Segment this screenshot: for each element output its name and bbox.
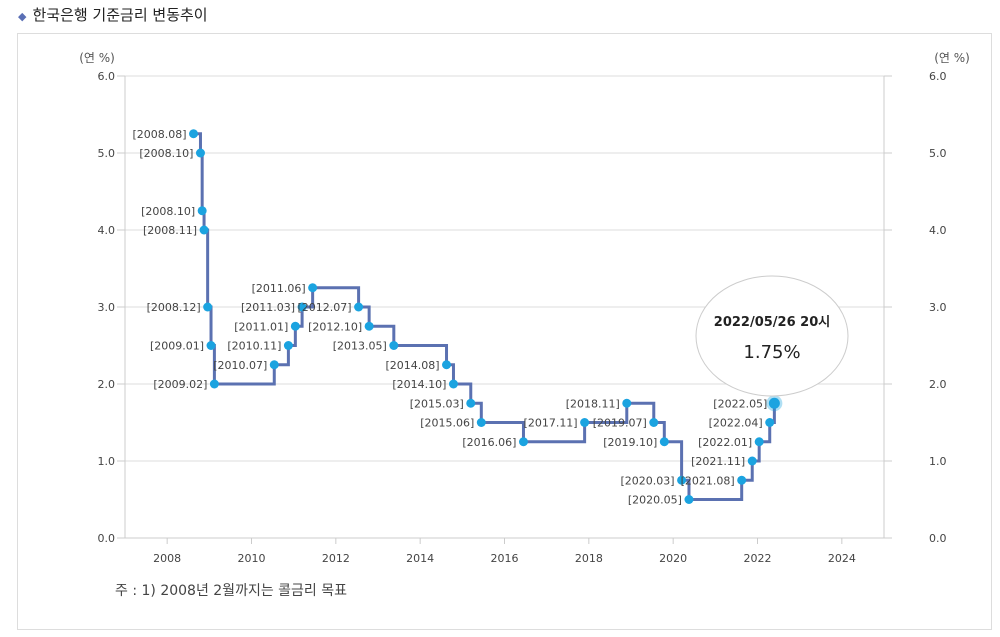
data-label: [2008.12] (147, 301, 201, 314)
data-label: [2022.05] (713, 397, 767, 410)
y-tick-label: 5.0 (98, 147, 116, 160)
y-axis-label-left: (연 %) (79, 51, 115, 65)
data-point (354, 302, 364, 312)
data-point (442, 360, 452, 370)
y-tick-label-right: 0.0 (929, 532, 947, 545)
data-label: [2009.01] (150, 340, 204, 353)
y-tick-label-right: 3.0 (929, 301, 947, 314)
y-axis-label-right: (연 %) (934, 51, 970, 65)
y-tick-label-right: 6.0 (929, 70, 947, 83)
data-point (466, 398, 476, 408)
data-point (677, 475, 687, 485)
data-point (622, 398, 632, 408)
data-label: [2010.11] (227, 340, 281, 353)
data-label: [2020.05] (628, 494, 682, 507)
data-point (518, 437, 528, 447)
y-tick-label: 4.0 (98, 224, 116, 237)
data-label: [2009.02] (153, 378, 207, 391)
data-point (364, 321, 374, 331)
data-point (189, 129, 199, 139)
data-point (195, 148, 205, 158)
diamond-icon: ◆ (18, 10, 27, 23)
data-point (308, 283, 318, 293)
data-point (199, 225, 209, 235)
chart-frame (17, 33, 992, 630)
y-tick-label-right: 4.0 (929, 224, 947, 237)
data-point (476, 418, 486, 427)
data-point (448, 379, 458, 389)
data-label: [2019.10] (603, 436, 657, 449)
data-label: [2012.10] (308, 320, 362, 333)
x-tick-label: 2012 (322, 552, 350, 565)
data-label: [2011.06] (252, 282, 306, 295)
data-point (389, 341, 399, 350)
data-point (290, 321, 300, 331)
data-label: [2010.07] (213, 359, 267, 372)
data-label: [2015.06] (420, 417, 474, 430)
data-point (765, 418, 775, 427)
data-point (659, 437, 669, 447)
data-label: [2019.07] (593, 417, 647, 430)
data-point (269, 360, 279, 370)
data-point (197, 206, 207, 216)
y-tick-label-right: 1.0 (929, 455, 947, 468)
data-label: [2018.11] (566, 397, 620, 410)
data-point (737, 475, 747, 485)
x-tick-label: 2022 (744, 552, 772, 565)
tooltip: 2022/05/26 20시 1.75% (695, 275, 849, 397)
chart-title: ◆ 한국은행 기준금리 변동추이 (18, 4, 208, 25)
y-tick-label: 6.0 (98, 70, 116, 83)
y-tick-label-right: 5.0 (929, 147, 947, 160)
data-label: [2011.03] (241, 301, 295, 314)
x-tick-label: 2016 (491, 552, 519, 565)
y-tick-label: 0.0 (98, 532, 116, 545)
data-label: [2022.01] (698, 436, 752, 449)
x-tick-label: 2024 (828, 552, 856, 565)
tooltip-value: 1.75% (743, 342, 800, 363)
data-point (580, 418, 590, 427)
data-label: [2012.07] (298, 301, 352, 314)
data-point (203, 302, 213, 312)
data-label: [2017.11] (524, 417, 578, 430)
data-label: [2008.10] (141, 205, 195, 218)
x-tick-label: 2008 (153, 552, 181, 565)
data-label: [2020.03] (621, 474, 675, 487)
data-label: [2021.08] (681, 474, 735, 487)
y-tick-label: 2.0 (98, 378, 116, 391)
data-label: [2008.08] (132, 128, 186, 141)
data-point (283, 341, 293, 350)
data-label: [2011.01] (234, 320, 288, 333)
data-label: [2014.08] (385, 359, 439, 372)
data-point (206, 341, 216, 350)
data-label: [2015.03] (410, 397, 464, 410)
data-label: [2014.10] (392, 378, 446, 391)
data-point (209, 379, 219, 389)
data-point (754, 437, 764, 447)
data-label: [2022.04] (709, 417, 763, 430)
y-tick-label: 1.0 (98, 455, 116, 468)
data-point (297, 302, 307, 312)
data-label: [2016.06] (462, 436, 516, 449)
y-tick-label-right: 2.0 (929, 378, 947, 391)
data-label: [2013.05] (333, 340, 387, 353)
data-label: [2021.11] (691, 455, 745, 468)
x-tick-label: 2018 (575, 552, 603, 565)
data-label: [2008.10] (139, 147, 193, 160)
data-label: [2008.11] (143, 224, 197, 237)
x-tick-label: 2014 (406, 552, 434, 565)
data-point (684, 495, 694, 504)
footnote: 주 : 1) 2008년 2월까지는 콜금리 목표 (115, 583, 348, 599)
data-point (649, 418, 659, 427)
data-point (768, 397, 780, 409)
x-tick-label: 2020 (659, 552, 687, 565)
y-tick-label: 3.0 (98, 301, 116, 314)
tooltip-date: 2022/05/26 20시 (714, 315, 830, 330)
x-tick-label: 2010 (238, 552, 266, 565)
title-text: 한국은행 기준금리 변동추이 (32, 6, 208, 24)
data-point (747, 456, 757, 466)
